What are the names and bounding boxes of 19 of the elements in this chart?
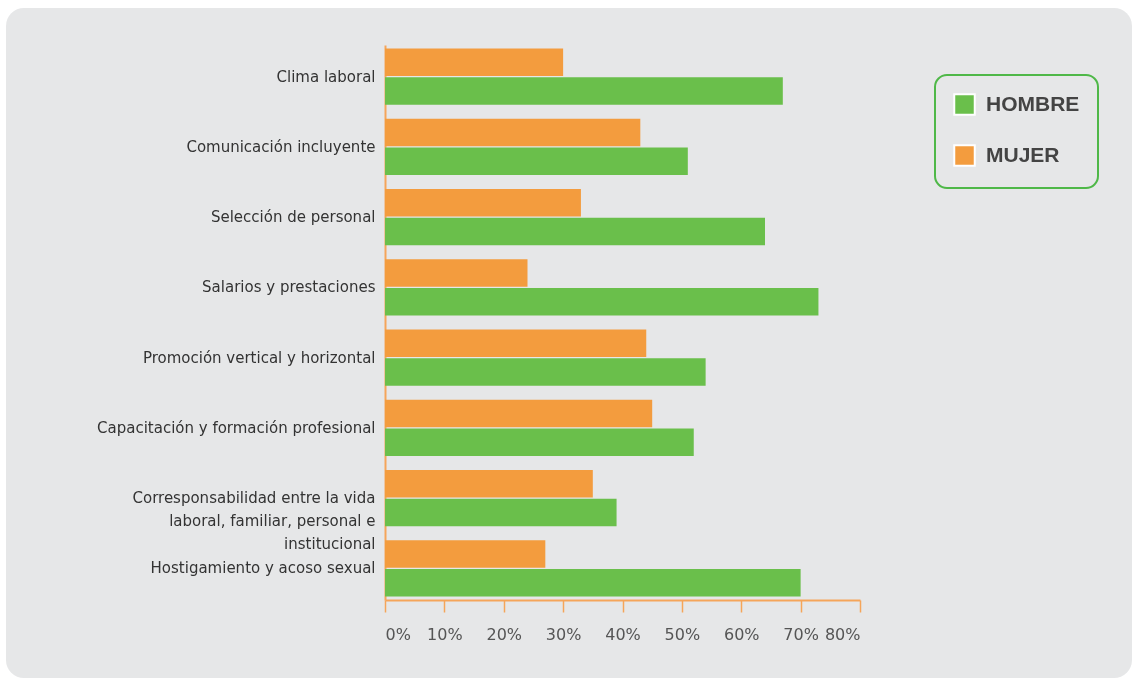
y-tick-label: Salarios y prestaciones [202,278,376,297]
x-tick-label: 0% [385,624,411,644]
y-tick-label: Selección de personal [210,208,376,227]
y-tick-label: Promoción vertical y horizontal [142,348,376,367]
y-tick-label: Corresponsabilidad entre la vida laboral, familiar, personal e institucional [132,489,376,554]
x-tick-label: 40% [605,624,641,644]
x-tick-label: 50% [664,624,701,644]
x-tick-label: 70% [783,624,819,644]
x-tick-label: 80% [824,624,861,644]
x-tick-label: 60% [723,624,760,644]
legend-label: HOMBRE [986,91,1080,115]
y-tick-label: Capacitación y formación profesional [97,418,376,437]
x-tick-label: 30% [545,624,582,644]
y-tick-label: Comunicación incluyente [186,137,376,156]
x-tick-label: 10% [427,624,463,644]
y-tick-label: Hostigamiento y acoso sexual [150,559,376,578]
x-tick-label: 20% [486,624,523,644]
y-tick-label: Clima laboral [276,67,376,86]
legend-label: MUJER [986,142,1060,166]
